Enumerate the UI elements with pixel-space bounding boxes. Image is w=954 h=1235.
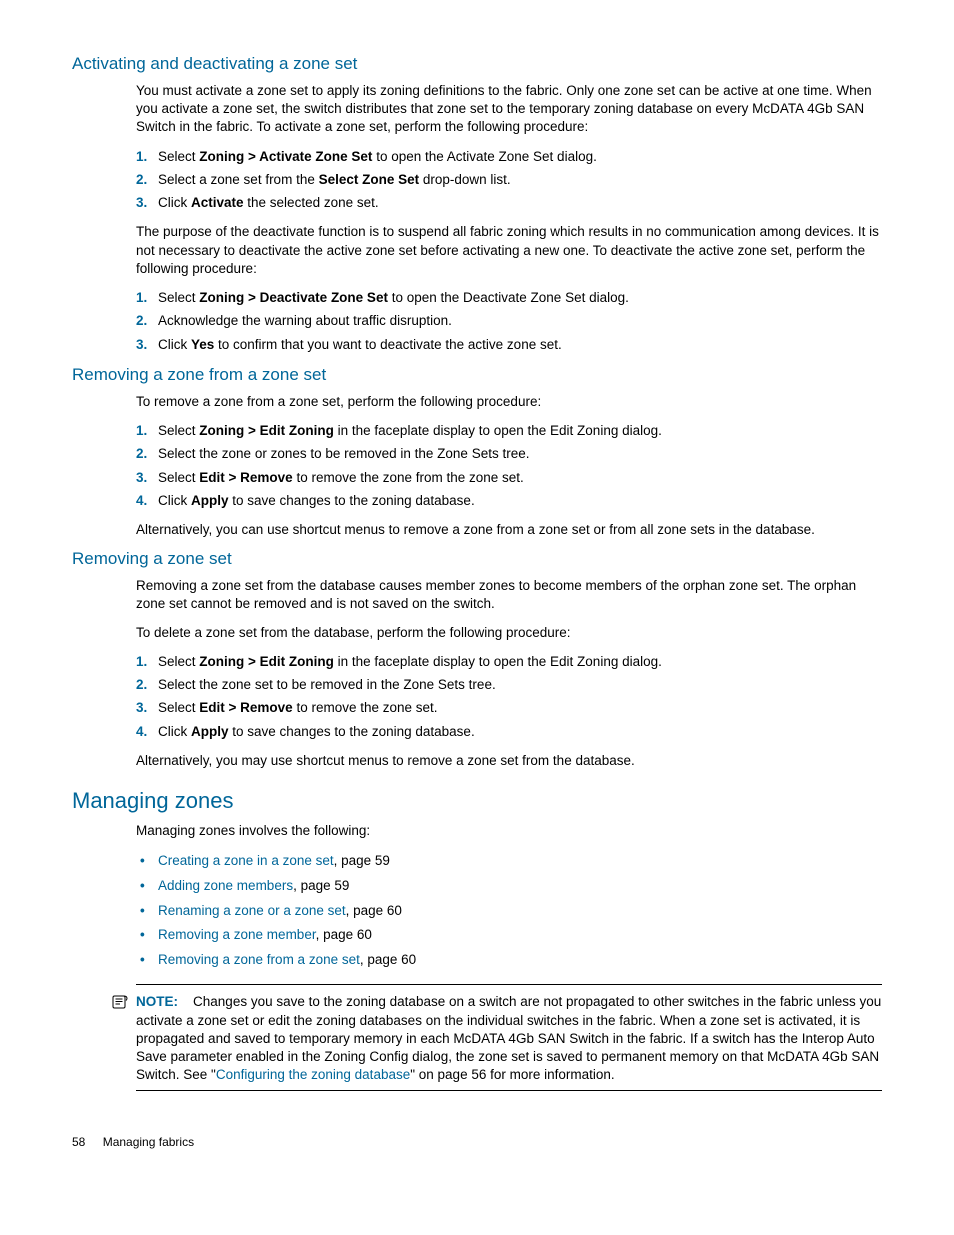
heading-remove-zoneset: Removing a zone set [72,549,882,569]
link-list: Creating a zone in a zone set, page 59 A… [136,850,882,970]
list-item: Removing a zone member, page 60 [136,924,882,946]
step: 1.Select Zoning > Deactivate Zone Set to… [136,288,882,308]
divider [136,984,882,985]
step: 4.Click Apply to save changes to the zon… [136,722,882,742]
paragraph: To delete a zone set from the database, … [136,624,882,642]
step: 2.Select the zone set to be removed in t… [136,675,882,695]
section-managing-zones: Managing zones involves the following: C… [136,822,882,970]
page-footer: 58 Managing fabrics [72,1135,882,1149]
step: 3.Select Edit > Remove to remove the zon… [136,698,882,718]
steps-remove-zoneset: 1.Select Zoning > Edit Zoning in the fac… [136,652,882,742]
heading-remove-zone: Removing a zone from a zone set [72,365,882,385]
list-item: Renaming a zone or a zone set, page 60 [136,900,882,922]
link-rename-zone[interactable]: Renaming a zone or a zone set [158,903,346,918]
step: 1.Select Zoning > Edit Zoning in the fac… [136,421,882,441]
paragraph: Alternatively, you can use shortcut menu… [136,521,882,539]
link-config-db[interactable]: Configuring the zoning database [216,1067,410,1082]
link-add-members[interactable]: Adding zone members [158,878,293,893]
paragraph: To remove a zone from a zone set, perfor… [136,393,882,411]
step: 1.Select Zoning > Activate Zone Set to o… [136,147,882,167]
note-label: NOTE: [136,994,178,1009]
paragraph: Managing zones involves the following: [136,822,882,840]
section-remove-zoneset: Removing a zone set from the database ca… [136,577,882,770]
note-icon [112,995,128,1009]
link-remove-from-set[interactable]: Removing a zone from a zone set [158,952,360,967]
note-block: NOTE: Changes you save to the zoning dat… [112,984,882,1091]
list-item: Removing a zone from a zone set, page 60 [136,949,882,971]
step: 2.Select a zone set from the Select Zone… [136,170,882,190]
link-remove-member[interactable]: Removing a zone member [158,927,316,942]
note-text: " on page 56 for more information. [410,1067,614,1082]
steps-remove-zone: 1.Select Zoning > Edit Zoning in the fac… [136,421,882,511]
section-remove-zone: To remove a zone from a zone set, perfor… [136,393,882,539]
steps-deactivate: 1.Select Zoning > Deactivate Zone Set to… [136,288,882,355]
paragraph: The purpose of the deactivate function i… [136,223,882,278]
link-create-zone[interactable]: Creating a zone in a zone set [158,853,334,868]
step: 4.Click Apply to save changes to the zon… [136,491,882,511]
paragraph: You must activate a zone set to apply it… [136,82,882,137]
step: 2.Select the zone or zones to be removed… [136,444,882,464]
list-item: Adding zone members, page 59 [136,875,882,897]
steps-activate: 1.Select Zoning > Activate Zone Set to o… [136,147,882,214]
step: 3.Select Edit > Remove to remove the zon… [136,468,882,488]
heading-managing-zones: Managing zones [72,788,882,814]
paragraph: Alternatively, you may use shortcut menu… [136,752,882,770]
step: 3.Click Activate the selected zone set. [136,193,882,213]
step: 3.Click Yes to confirm that you want to … [136,335,882,355]
page-number: 58 [72,1135,85,1149]
step: 1.Select Zoning > Edit Zoning in the fac… [136,652,882,672]
chapter-title: Managing fabrics [103,1135,194,1149]
page: Activating and deactivating a zone set Y… [0,0,954,1189]
heading-activating: Activating and deactivating a zone set [72,54,882,74]
step: 2.Acknowledge the warning about traffic … [136,311,882,331]
divider [136,1090,882,1091]
section-activating: You must activate a zone set to apply it… [136,82,882,355]
list-item: Creating a zone in a zone set, page 59 [136,850,882,872]
paragraph: Removing a zone set from the database ca… [136,577,882,613]
